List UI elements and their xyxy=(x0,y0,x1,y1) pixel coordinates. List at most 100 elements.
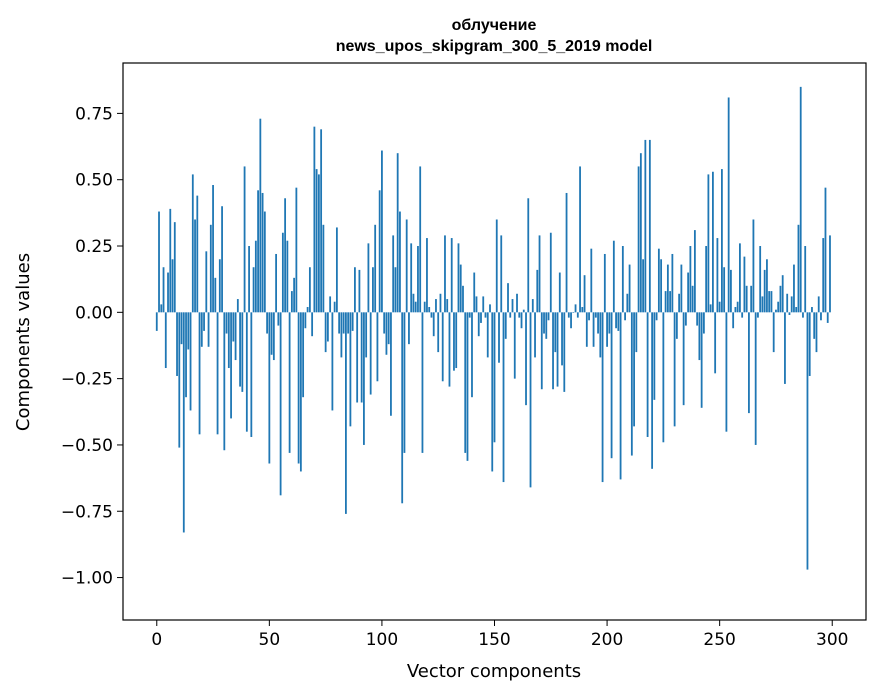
bar xyxy=(657,248,660,313)
bar xyxy=(250,312,253,437)
bar xyxy=(234,312,237,361)
bar xyxy=(820,312,822,321)
bar xyxy=(232,312,235,342)
bar xyxy=(617,312,620,331)
bar xyxy=(565,192,568,313)
bar xyxy=(455,312,458,369)
bar xyxy=(739,243,741,313)
x-tick-label: 200 xyxy=(591,630,623,650)
bar xyxy=(619,312,622,480)
bar xyxy=(493,312,496,443)
bar xyxy=(520,312,523,329)
bar xyxy=(696,312,699,326)
bar xyxy=(599,312,602,358)
bar xyxy=(286,240,289,313)
bar xyxy=(516,293,518,313)
bar xyxy=(462,285,464,313)
bar xyxy=(768,291,771,313)
bar xyxy=(642,259,644,313)
bar xyxy=(531,299,534,313)
bar xyxy=(495,219,498,313)
x-axis-label: Vector components xyxy=(407,661,581,682)
bar xyxy=(502,312,505,483)
bar xyxy=(534,312,536,358)
y-tick-label: 0.50 xyxy=(75,171,113,191)
bar xyxy=(576,312,579,318)
bar xyxy=(169,208,172,313)
bar xyxy=(277,312,280,326)
bar xyxy=(331,312,334,411)
bar xyxy=(189,312,192,411)
bar xyxy=(752,219,755,313)
bar xyxy=(340,312,343,358)
bar xyxy=(610,312,613,459)
bar xyxy=(248,246,250,313)
chart-title: облучение xyxy=(452,17,537,34)
bar xyxy=(162,267,165,313)
bar xyxy=(673,312,676,427)
bar xyxy=(540,312,543,390)
bar xyxy=(525,312,527,406)
bar xyxy=(716,238,719,313)
bar xyxy=(358,269,361,313)
bar xyxy=(198,312,201,435)
bar xyxy=(718,301,721,313)
bar xyxy=(268,312,271,464)
bar xyxy=(417,246,419,313)
bar xyxy=(401,312,404,504)
bar xyxy=(216,312,219,435)
bar xyxy=(322,224,325,313)
bar xyxy=(423,301,426,313)
bar xyxy=(281,232,284,313)
bar xyxy=(275,253,277,313)
bar xyxy=(662,312,665,443)
bar xyxy=(779,285,782,313)
bar xyxy=(723,267,726,313)
bar xyxy=(633,312,635,427)
bar xyxy=(236,299,239,313)
bar xyxy=(218,259,221,313)
bar xyxy=(725,312,728,432)
bar xyxy=(324,312,327,353)
bar xyxy=(824,187,827,313)
bar xyxy=(766,259,768,313)
bar xyxy=(311,312,314,337)
bar xyxy=(376,312,379,382)
bar xyxy=(651,312,654,469)
bar xyxy=(736,301,739,313)
bar xyxy=(822,238,825,313)
bar xyxy=(437,312,440,353)
bar xyxy=(315,169,318,313)
bar xyxy=(608,312,611,334)
bar xyxy=(405,219,408,313)
bar xyxy=(529,312,532,488)
bar xyxy=(471,312,473,398)
bar xyxy=(714,312,717,374)
bar xyxy=(621,246,624,313)
bars-group xyxy=(155,86,831,570)
bar xyxy=(748,312,750,414)
bar xyxy=(795,307,798,313)
y-axis-ticks: 0.75 0.50 0.25 0.00 −0.25 −0.50 −0.75 −1.00 xyxy=(61,104,123,589)
bar xyxy=(245,312,248,432)
bar xyxy=(457,243,460,313)
bar xyxy=(196,195,199,313)
bar xyxy=(556,312,559,387)
bar xyxy=(412,293,415,313)
bar xyxy=(700,312,703,408)
bar xyxy=(678,293,681,313)
bar xyxy=(241,312,244,392)
bar xyxy=(770,291,773,313)
bar xyxy=(207,312,210,347)
bar xyxy=(741,312,744,318)
bar xyxy=(349,312,352,427)
bar xyxy=(592,312,595,347)
bar xyxy=(428,307,431,313)
bar xyxy=(365,312,368,358)
bar xyxy=(227,312,230,369)
bar xyxy=(230,312,232,419)
x-tick-label: 0 xyxy=(151,630,162,650)
bar xyxy=(570,312,572,329)
bar xyxy=(648,139,651,313)
y-tick-label: −1.00 xyxy=(61,569,113,589)
